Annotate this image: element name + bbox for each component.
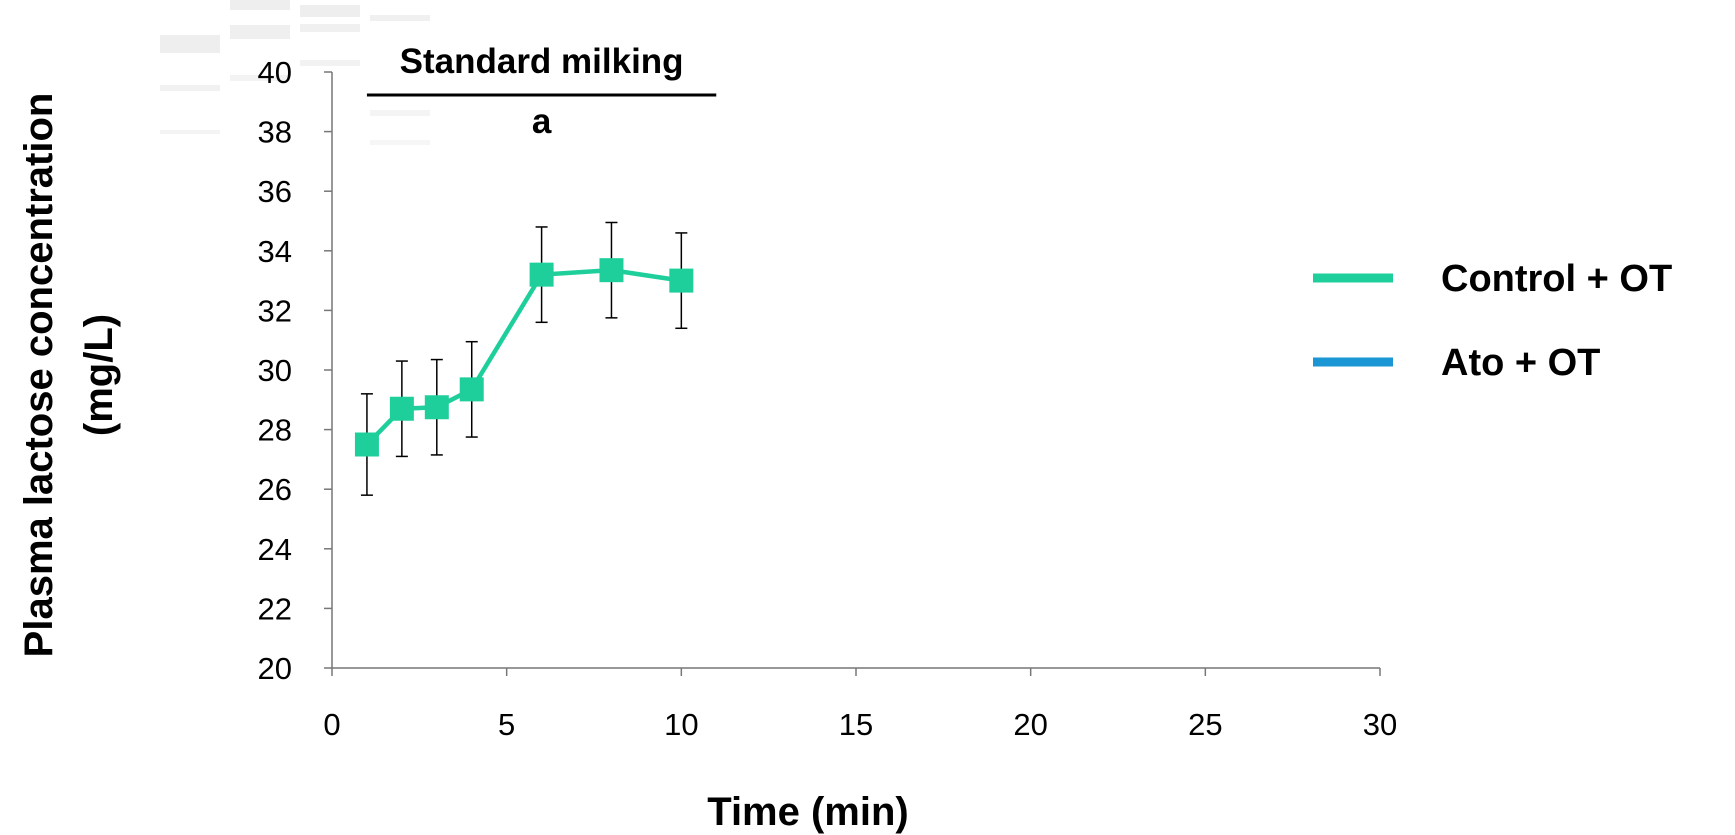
x-tick-label: 10 [664,707,698,742]
y-axis-title-line1: Plasma lactose concentration [17,93,61,658]
series-markers [354,258,694,457]
y-tick-label: 34 [258,234,292,269]
data-point-marker [424,395,449,420]
y-tick-label: 36 [258,174,292,209]
y-tick-label: 40 [258,55,292,90]
legend-label-ato-ot: Ato + OT [1441,342,1600,384]
y-tick-label: 22 [258,591,292,626]
data-point-marker [354,432,379,457]
data-point-marker [459,377,484,402]
data-point-marker [599,258,624,283]
legend-label-control-ot: Control + OT [1441,258,1672,300]
y-tick-label: 32 [258,293,292,328]
data-point-marker [669,268,694,293]
series-lines [365,267,682,447]
x-tick-label: 30 [1363,707,1397,742]
axes: 0 5 10 15 20 25 30 20 22 24 26 28 30 32 34 36 38 40 [258,55,1398,742]
x-tick-label: 25 [1188,707,1222,742]
y-axis-title: Plasma lactose concentration (mg/L) [17,93,121,658]
y-tick-label: 28 [258,413,292,448]
standard-milking-annotation: Standard milking a [366,42,717,141]
y-tick-label: 38 [258,115,292,150]
x-tick-label: 20 [1013,707,1047,742]
x-axis-title: Time (min) [707,790,909,834]
background-artifact [160,0,430,145]
y-tick-label: 30 [258,353,292,388]
annotation-label: Standard milking [400,42,684,81]
error-bars [360,221,688,496]
y-tick-label: 20 [258,651,292,686]
series-line-0 [365,267,682,447]
legend: Control + OT Ato + OT [1313,258,1672,384]
data-point-marker [529,262,554,287]
x-tick-label: 5 [498,707,515,742]
y-tick-label: 26 [258,472,292,507]
y-axis-title-line2: (mg/L) [77,314,121,436]
annotation-significance-letter: a [532,102,552,141]
x-tick-label: 15 [839,707,873,742]
x-tick-label: 0 [323,707,340,742]
y-tick-label: 24 [258,532,292,567]
data-point-marker [389,396,414,421]
